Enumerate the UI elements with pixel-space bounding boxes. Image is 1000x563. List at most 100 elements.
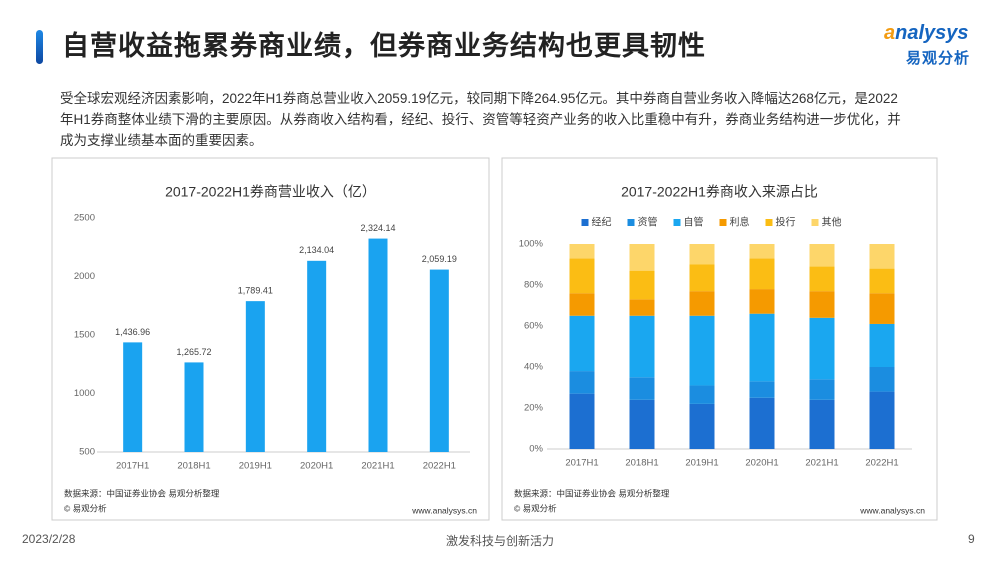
bar-segment xyxy=(869,244,895,269)
y-tick-label: 500 xyxy=(79,447,95,458)
bar-segment xyxy=(569,371,595,394)
bar-segment xyxy=(809,244,835,267)
bar-segment xyxy=(569,293,595,316)
legend-swatch xyxy=(627,219,635,226)
y-tick-label: 60% xyxy=(524,321,544,332)
x-tick-label: 2021H1 xyxy=(361,461,394,472)
value-label: 2,324.14 xyxy=(360,223,395,233)
bar xyxy=(307,260,327,452)
bar-segment xyxy=(809,317,835,380)
legend-swatch xyxy=(673,219,681,226)
y-tick-label: 1500 xyxy=(74,330,95,341)
value-label: 1,436.96 xyxy=(115,327,150,337)
credit: © 易观分析 xyxy=(514,503,557,513)
value-label: 2,134.04 xyxy=(299,245,334,255)
bar xyxy=(429,269,449,452)
footer-slogan: 激发科技与创新活力 xyxy=(445,534,554,548)
bar-segment xyxy=(749,381,775,398)
y-tick-label: 2500 xyxy=(74,213,95,224)
legend-label: 经纪 xyxy=(592,216,612,229)
x-tick-label: 2018H1 xyxy=(625,458,658,469)
bar-segment xyxy=(869,323,895,367)
bar-segment xyxy=(869,391,895,449)
legend-swatch xyxy=(811,219,819,226)
bar-segment xyxy=(869,268,895,294)
y-tick-label: 0% xyxy=(529,444,543,455)
legend-swatch xyxy=(719,219,727,226)
x-tick-label: 2021H1 xyxy=(805,458,838,469)
bar-segment xyxy=(749,313,775,382)
bar-segment xyxy=(749,397,775,449)
x-tick-label: 2022H1 xyxy=(865,458,898,469)
legend-label: 利息 xyxy=(730,216,750,229)
y-tick-label: 1000 xyxy=(74,388,95,399)
credit: © 易观分析 xyxy=(64,503,107,513)
bar-segment xyxy=(809,266,835,292)
bar-segment xyxy=(689,291,715,316)
bar-segment xyxy=(629,270,655,300)
bar xyxy=(368,238,388,452)
footer-date: 2023/2/28 xyxy=(22,532,76,546)
bar-segment xyxy=(689,385,715,404)
value-label: 1,265.72 xyxy=(176,347,211,357)
y-tick-label: 20% xyxy=(524,403,544,414)
bar-segment xyxy=(569,393,595,449)
chart-title: 2017-2022H1券商收入来源占比 xyxy=(621,184,818,200)
bar-segment xyxy=(629,244,655,271)
bar-segment xyxy=(809,379,835,400)
y-tick-label: 100% xyxy=(519,239,544,250)
logo: analysys xyxy=(884,22,969,44)
bar-segment xyxy=(569,258,595,294)
panel xyxy=(501,157,938,521)
x-tick-label: 2019H1 xyxy=(685,458,718,469)
chart-title: 2017-2022H1券商营业收入（亿） xyxy=(165,184,376,200)
bar-segment xyxy=(569,244,595,259)
bar-segment xyxy=(569,315,595,372)
title-accent xyxy=(36,30,43,64)
legend-swatch xyxy=(581,219,589,226)
bar xyxy=(184,362,204,452)
bar-segment xyxy=(629,315,655,378)
legend-label: 投行 xyxy=(776,216,796,229)
value-label: 2,059.19 xyxy=(422,254,457,264)
bar-segment xyxy=(689,403,715,449)
website: www.analysys.cn xyxy=(411,505,477,515)
bar xyxy=(123,342,143,452)
slide-title: 自营收益拖累券商业绩，但券商业务结构也更具韧性 xyxy=(62,31,706,61)
bar-segment xyxy=(869,293,895,324)
bar-segment xyxy=(689,264,715,292)
value-label: 1,789.41 xyxy=(238,286,273,296)
summary-text: 受全球宏观经济因素影响，2022年H1券商总营业收入2059.19亿元，较同期下… xyxy=(60,91,901,148)
source-note: 数据来源：中国证券业协会 易观分析整理 xyxy=(64,488,220,498)
bar-segment xyxy=(629,399,655,449)
x-tick-label: 2018H1 xyxy=(177,461,210,472)
x-tick-label: 2020H1 xyxy=(300,461,333,472)
bar-segment xyxy=(809,399,835,449)
bar-segment xyxy=(629,377,655,400)
y-tick-label: 80% xyxy=(524,280,544,291)
legend-label: 其他 xyxy=(822,216,842,229)
legend-swatch xyxy=(765,219,773,226)
source-note: 数据来源：中国证券业协会 易观分析整理 xyxy=(514,488,670,498)
legend-label: 资管 xyxy=(638,216,658,229)
bar-segment xyxy=(809,291,835,318)
x-tick-label: 2020H1 xyxy=(745,458,778,469)
page-number: 9 xyxy=(968,532,975,546)
bar-segment xyxy=(749,258,775,290)
bar xyxy=(245,301,265,452)
y-tick-label: 40% xyxy=(524,362,544,373)
x-tick-label: 2017H1 xyxy=(116,461,149,472)
bar-segment xyxy=(689,244,715,265)
bar-segment xyxy=(749,244,775,259)
logo-cn: 易观分析 xyxy=(906,50,971,67)
logo-text: nalysys xyxy=(895,22,969,44)
y-tick-label: 2000 xyxy=(74,271,95,282)
bar-segment xyxy=(749,289,775,314)
legend-label: 自管 xyxy=(684,216,704,229)
x-tick-label: 2022H1 xyxy=(423,461,456,472)
x-tick-label: 2017H1 xyxy=(565,458,598,469)
bar-segment xyxy=(629,299,655,316)
bar-segment xyxy=(689,315,715,386)
